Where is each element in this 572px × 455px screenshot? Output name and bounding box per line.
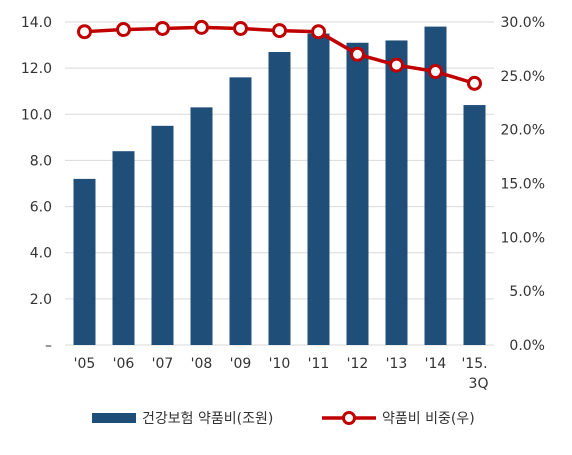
x-tick-label: '10 (269, 356, 291, 372)
left-tick-label: – (45, 338, 52, 354)
x-tick-label: '08 (191, 356, 213, 372)
bar (112, 151, 135, 345)
legend-bar-swatch (92, 413, 136, 423)
bar (151, 125, 174, 345)
line-point (155, 20, 170, 36)
bar-series (73, 26, 486, 346)
left-tick-label: 6.0 (30, 200, 52, 216)
line-point (194, 19, 209, 35)
x-tick-label: '13 (386, 356, 408, 372)
bar (73, 178, 96, 345)
line-point (350, 46, 365, 62)
left-tick-label: 2.0 (30, 292, 52, 308)
right-tick-label: 10.0% (501, 230, 545, 246)
line-point (233, 20, 248, 36)
x-tick-label: '06 (113, 356, 135, 372)
left-tick-label: 10.0 (21, 107, 52, 123)
bar (229, 77, 252, 345)
x-tick-label: '15. (461, 356, 487, 372)
x-tick-label: '12 (347, 356, 369, 372)
x-tick-label: '09 (230, 356, 252, 372)
line-point (311, 24, 326, 40)
left-tick-label: 4.0 (30, 246, 52, 262)
legend-line-label: 약품비 비중(우) (382, 411, 475, 427)
legend-bar-label: 건강보험 약품비(조원) (142, 411, 273, 427)
line-point (272, 23, 287, 39)
line-point (116, 22, 131, 38)
right-tick-label: 25.0% (501, 69, 545, 85)
right-tick-label: 15.0% (501, 177, 545, 193)
bar (268, 51, 291, 345)
bar (190, 107, 213, 345)
right-tick-label: 30.0% (501, 15, 545, 31)
bar (424, 26, 447, 345)
left-tick-label: 8.0 (30, 153, 52, 169)
right-y-axis: 0.0% 5.0% 10.0% 15.0% 20.0% 25.0% 30.0% (501, 15, 545, 354)
left-tick-label: 14.0 (21, 15, 52, 31)
line-series (77, 19, 482, 91)
bar (463, 105, 486, 345)
legend: 건강보험 약품비(조원) 약품비 비중(우) (92, 411, 475, 427)
line-point (389, 57, 404, 73)
line-point (467, 75, 482, 91)
bar (385, 40, 408, 345)
x-tick-sublabel: 3Q (469, 376, 489, 392)
left-tick-label: 12.0 (21, 61, 52, 77)
right-tick-label: 0.0% (509, 338, 545, 354)
bar (307, 33, 330, 346)
x-tick-label: '05 (74, 356, 96, 372)
x-tick-label: '11 (308, 356, 330, 372)
left-y-axis: – 2.0 4.0 6.0 8.0 10.0 12.0 14.0 (21, 15, 52, 354)
legend-line-marker (342, 411, 356, 425)
line-point (428, 64, 443, 80)
right-tick-label: 20.0% (501, 123, 545, 139)
bar (346, 42, 369, 346)
line-point (77, 24, 92, 40)
x-axis: '05 '06 '07 '08 '09 '10 '11 '12 '13 '14 '15. 3Q (74, 356, 489, 392)
x-tick-label: '07 (152, 356, 174, 372)
right-tick-label: 5.0% (509, 284, 545, 300)
x-tick-label: '14 (425, 356, 447, 372)
